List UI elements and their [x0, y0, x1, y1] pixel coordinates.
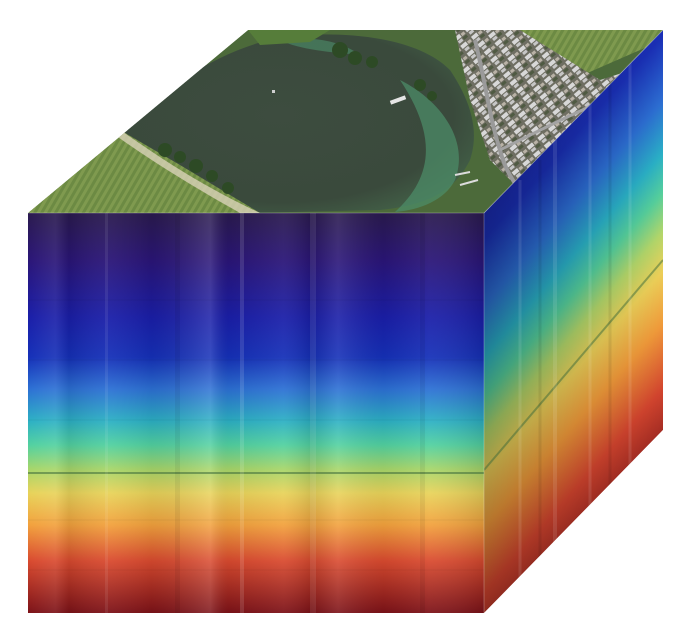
side-face-spectral: [484, 30, 663, 613]
front-face-spectral: [28, 213, 484, 613]
top-face-aerial: [28, 30, 663, 213]
cube-edges: [28, 29, 664, 613]
